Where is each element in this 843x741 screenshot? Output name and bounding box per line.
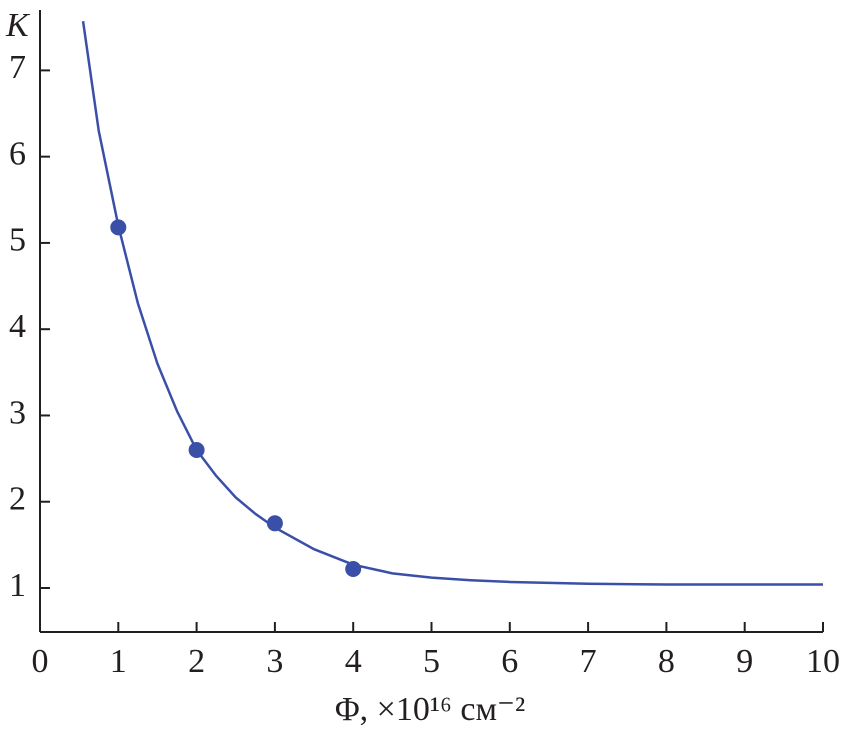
y-axis-label: K: [5, 7, 31, 44]
fit-curve: [81, 21, 823, 586]
y-tick-label: 7: [9, 49, 26, 86]
data-point: [110, 219, 127, 236]
x-tick-label: 9: [736, 643, 753, 680]
y-tick-label: 2: [9, 481, 26, 518]
x-tick-label: 6: [501, 643, 518, 680]
x-tick-label: 5: [423, 643, 440, 680]
y-tick-label: 1: [9, 567, 26, 604]
x-tick-label: 4: [345, 643, 362, 680]
y-tick-label: 5: [9, 222, 26, 259]
y-tick-label: 6: [9, 135, 26, 172]
data-point: [266, 515, 283, 532]
data-point: [188, 441, 205, 458]
x-tick-label: 2: [188, 643, 205, 680]
x-tick-label: 1: [110, 643, 127, 680]
x-tick-label: 8: [658, 643, 675, 680]
y-tick-label: 3: [9, 394, 26, 431]
data-point: [345, 561, 362, 578]
x-tick-label: 7: [580, 643, 597, 680]
y-tick-label: 4: [9, 308, 26, 345]
x-tick-label: 0: [32, 643, 49, 680]
x-tick-label: 3: [266, 643, 283, 680]
x-tick-label: 10: [806, 643, 840, 680]
x-axis-label: Φ, ×10¹⁶ см⁻²: [335, 691, 525, 728]
